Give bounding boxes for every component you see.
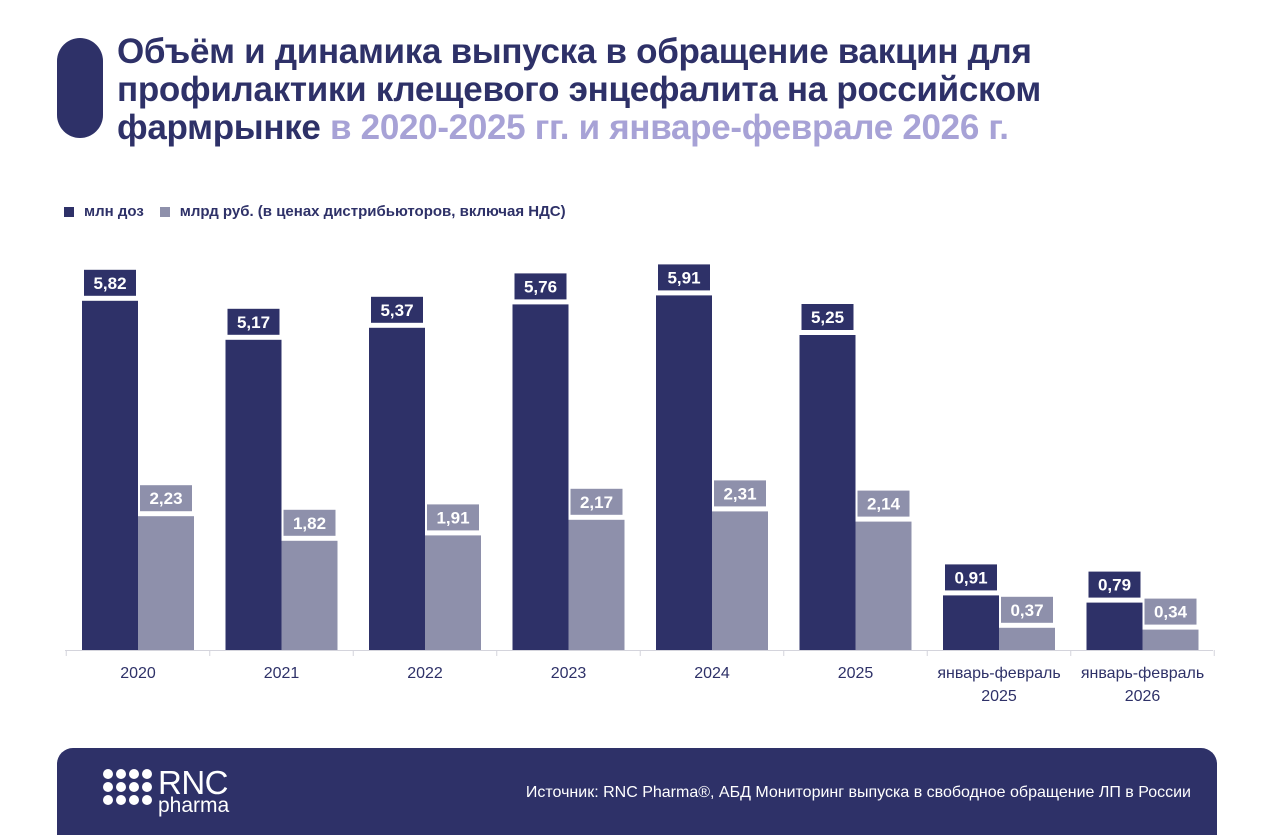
data-label-doses: 5,17 (237, 313, 270, 332)
data-label-box-doses (945, 564, 997, 591)
footer-bar: RNC pharma Источник: RNC Pharma®, АБД Мо… (57, 748, 1217, 835)
bar-doses (82, 300, 138, 650)
legend-swatch-rubles (159, 206, 170, 217)
bar-rubles (281, 540, 338, 650)
data-label-rubles: 1,82 (293, 514, 326, 533)
x-tick-label: 2023 (551, 665, 587, 682)
data-label-box-doses (801, 304, 854, 330)
x-tick-label: январь-февраль (937, 665, 1060, 682)
bar-rubles (712, 511, 768, 650)
data-label-doses: 5,37 (380, 301, 413, 320)
bar-doses (225, 339, 282, 650)
bar-doses (656, 295, 712, 650)
bar-rubles (138, 516, 194, 650)
x-tick-label: 2025 (981, 688, 1017, 705)
source-note: Источник: RNC Pharma®, АБД Мониторинг вы… (525, 784, 1191, 801)
title-main: Объём и динамика выпуска в обращение вак… (117, 32, 1041, 147)
data-label-box-doses (227, 308, 280, 335)
data-label-doses: 5,91 (667, 268, 700, 287)
data-label-box-doses (84, 269, 136, 296)
logo-text-rnc: RNC (158, 764, 229, 801)
data-label-box-rubles (1144, 598, 1197, 625)
data-label-doses: 5,76 (524, 277, 557, 296)
bar-rubles (1142, 629, 1199, 650)
data-label-rubles: 2,14 (867, 495, 901, 514)
data-label-rubles: 1,91 (436, 508, 469, 527)
x-tick-label: 2024 (694, 665, 730, 682)
bar-doses (512, 304, 569, 650)
data-label-box-rubles (427, 504, 479, 531)
data-label-rubles: 2,23 (149, 489, 182, 508)
data-label-box-doses (514, 273, 567, 300)
legend-swatch-doses (64, 206, 74, 217)
x-tick-label: 2025 (838, 665, 874, 682)
data-label-box-doses (371, 296, 423, 323)
bar-doses (369, 327, 425, 650)
data-label-box-doses (658, 264, 710, 291)
bar-rubles (999, 627, 1055, 650)
title-accent-bar (57, 38, 103, 138)
bar-doses (1086, 602, 1143, 650)
data-label-doses: 5,25 (811, 308, 844, 327)
x-tick-label: 2022 (407, 665, 443, 682)
x-tick-label: 2026 (1125, 688, 1161, 705)
data-label-box-rubles (1001, 596, 1053, 623)
data-label-box-rubles (570, 488, 623, 515)
legend-label-rubles: млрд руб. (в ценах дистрибьюторов, включ… (179, 203, 566, 220)
legend-label-doses: млн доз (84, 203, 144, 220)
logo-wordmark: RNC pharma (158, 766, 229, 816)
x-tick-label: 2021 (264, 665, 300, 682)
rnc-pharma-logo: RNC pharma (103, 766, 229, 816)
bar-rubles (568, 519, 625, 650)
data-label-box-rubles (283, 509, 336, 536)
legend-item-doses: млн доз (64, 203, 144, 220)
data-label-box-rubles (714, 480, 766, 507)
data-label-box-rubles (857, 490, 910, 517)
bar-doses (799, 335, 856, 650)
bar-doses (943, 595, 999, 650)
data-label-doses: 5,82 (93, 274, 126, 293)
bar-rubles (425, 535, 481, 650)
data-label-doses: 0,91 (954, 568, 987, 587)
title-period: в 2020-2025 гг. и январе-феврале 2026 г. (320, 108, 1009, 147)
logo-dots-icon (103, 769, 152, 805)
data-label-box-rubles (140, 485, 192, 512)
data-label-box-doses (1088, 571, 1141, 598)
x-tick-label: 2020 (120, 665, 156, 682)
data-label-rubles: 0,37 (1010, 601, 1043, 620)
data-label-doses: 0,79 (1098, 576, 1131, 595)
legend: млн доз млрд руб. (в ценах дистрибьюторо… (64, 203, 582, 220)
bar-rubles (855, 521, 912, 650)
data-label-rubles: 2,17 (580, 493, 613, 512)
data-label-rubles: 2,31 (723, 484, 756, 503)
chart-title: Объём и динамика выпуска в обращение вак… (117, 33, 1237, 147)
legend-item-rubles: млрд руб. (в ценах дистрибьюторов, включ… (159, 203, 566, 220)
logo-text-pharma: pharma (158, 794, 230, 817)
x-tick-label: январь-февраль (1081, 665, 1204, 682)
data-label-rubles: 0,34 (1154, 603, 1188, 622)
